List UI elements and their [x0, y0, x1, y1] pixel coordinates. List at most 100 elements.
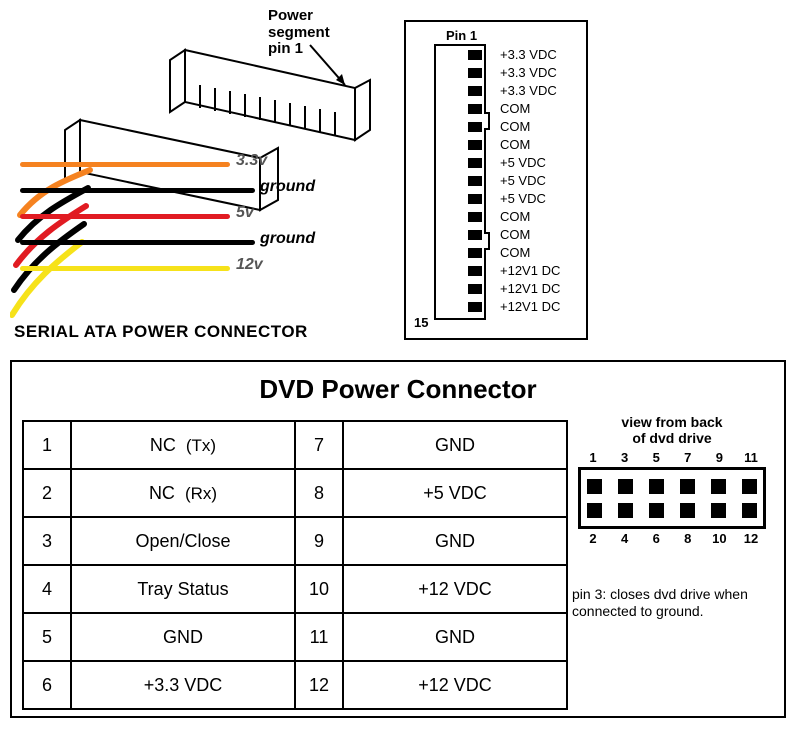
pin-mark — [468, 212, 482, 222]
dvd-title: DVD Power Connector — [20, 374, 776, 405]
pin-label: +12V1 DC — [500, 281, 560, 296]
pin-mark — [468, 68, 482, 78]
table-row: 5 GND 11 GND — [23, 613, 567, 661]
pin-num: 11 — [295, 613, 343, 661]
top-pin-numbers: 1 3 5 7 9 11 — [581, 450, 763, 465]
pin-number: 5 — [644, 450, 668, 465]
pin-number: 7 — [676, 450, 700, 465]
pin-num: 1 — [23, 421, 71, 469]
pin-desc: Tray Status — [71, 565, 295, 613]
sata-pinout-box: Pin 1 15 +3.3 VDC +3.3 VDC +3.3 VDC COM … — [404, 20, 588, 340]
pin-desc: GND — [343, 613, 567, 661]
pin-num: 5 — [23, 613, 71, 661]
view-caption: view from back of dvd drive — [572, 414, 772, 446]
pin-mark — [468, 50, 482, 60]
pin-desc-sub: (Tx) — [186, 436, 216, 455]
upper-region: Power segment pin 1 — [0, 0, 800, 350]
pin-num: 6 — [23, 661, 71, 709]
pin-label: +3.3 VDC — [500, 65, 557, 80]
pin-desc: NC (Tx) — [71, 421, 295, 469]
pin-num: 12 — [295, 661, 343, 709]
pin-label: COM — [500, 245, 530, 260]
notch-upper — [484, 112, 490, 130]
pin-desc: GND — [343, 517, 567, 565]
pin-mark — [468, 104, 482, 114]
pin-number: 2 — [581, 531, 605, 546]
pin-label: +3.3 VDC — [500, 47, 557, 62]
pin-desc: NC (Rx) — [71, 469, 295, 517]
pin-label: COM — [500, 227, 530, 242]
pin-desc: +5 VDC — [343, 469, 567, 517]
wire-label-gnd1: ground — [260, 178, 315, 196]
connector-outline — [578, 467, 766, 529]
dvd-connector-view: view from back of dvd drive 1 3 5 7 9 11 — [572, 414, 772, 620]
table-row: 1 NC (Tx) 7 GND — [23, 421, 567, 469]
table-row: 3 Open/Close 9 GND — [23, 517, 567, 565]
view-caption-line1: view from back — [621, 414, 722, 430]
pin-mark — [468, 122, 482, 132]
wire-label-12v: 12v — [236, 256, 263, 274]
pin-label: COM — [500, 119, 530, 134]
pin-mark — [468, 230, 482, 240]
seg-line1: Power — [268, 8, 330, 25]
pin-square — [618, 503, 633, 518]
pin-mark — [468, 284, 482, 294]
pin-number: 12 — [739, 531, 763, 546]
pin-mark — [468, 176, 482, 186]
pin-number: 8 — [676, 531, 700, 546]
dvd-pin-table: 1 NC (Tx) 7 GND 2 NC (Rx) 8 +5 VDC 3 Ope… — [22, 420, 568, 710]
pin-label: COM — [500, 137, 530, 152]
pin-square — [587, 479, 602, 494]
pin-desc: +12 VDC — [343, 565, 567, 613]
pin3-note: pin 3: closes dvd drive when connected t… — [572, 586, 772, 620]
serial-ata-title: SERIAL ATA POWER CONNECTOR — [14, 322, 308, 342]
pin-number: 11 — [739, 450, 763, 465]
table-row: 6 +3.3 VDC 12 +12 VDC — [23, 661, 567, 709]
pin1-label: Pin 1 — [446, 28, 477, 43]
pin-label: +12V1 DC — [500, 263, 560, 278]
notch-lower — [484, 232, 490, 250]
pin-mark — [468, 248, 482, 258]
pin-num: 9 — [295, 517, 343, 565]
pin-label: +5 VDC — [500, 191, 546, 206]
bottom-pin-numbers: 2 4 6 8 10 12 — [581, 531, 763, 546]
pin-number: 9 — [707, 450, 731, 465]
pin-desc: +12 VDC — [343, 661, 567, 709]
pin-num: 7 — [295, 421, 343, 469]
pin-mark — [468, 302, 482, 312]
wire-label-gnd2: ground — [260, 230, 315, 248]
pin-number: 3 — [613, 450, 637, 465]
pin-mark — [468, 140, 482, 150]
pin-num: 8 — [295, 469, 343, 517]
wire-5v — [20, 214, 230, 219]
pin-mark — [468, 86, 482, 96]
wire-12v — [20, 266, 230, 271]
pin-num: 10 — [295, 565, 343, 613]
table-row: 4 Tray Status 10 +12 VDC — [23, 565, 567, 613]
pin-square — [680, 479, 695, 494]
pin-number: 4 — [613, 531, 637, 546]
pin-square — [742, 479, 757, 494]
pin-mark — [468, 194, 482, 204]
pin-square — [711, 503, 726, 518]
table-row: 2 NC (Rx) 8 +5 VDC — [23, 469, 567, 517]
connector-row-top — [587, 479, 757, 494]
pin-square — [587, 503, 602, 518]
page: Power segment pin 1 — [0, 0, 800, 729]
pin-desc: +3.3 VDC — [71, 661, 295, 709]
connector-row-bottom — [587, 503, 757, 518]
wire-gnd2 — [20, 240, 255, 245]
connector-svg — [10, 30, 390, 330]
pin-desc-main: NC — [150, 435, 176, 455]
pin-mark — [468, 158, 482, 168]
wire-gnd1 — [20, 188, 255, 193]
pin-label: +3.3 VDC — [500, 83, 557, 98]
wire-3v3 — [20, 162, 230, 167]
wire-label-5v: 5v — [236, 204, 254, 222]
pin-number: 6 — [644, 531, 668, 546]
pin-number: 1 — [581, 450, 605, 465]
dvd-panel: DVD Power Connector 1 NC (Tx) 7 GND 2 NC… — [10, 360, 786, 718]
pin-mark — [468, 266, 482, 276]
pin-desc-sub: (Rx) — [185, 484, 217, 503]
pin-label: +5 VDC — [500, 155, 546, 170]
